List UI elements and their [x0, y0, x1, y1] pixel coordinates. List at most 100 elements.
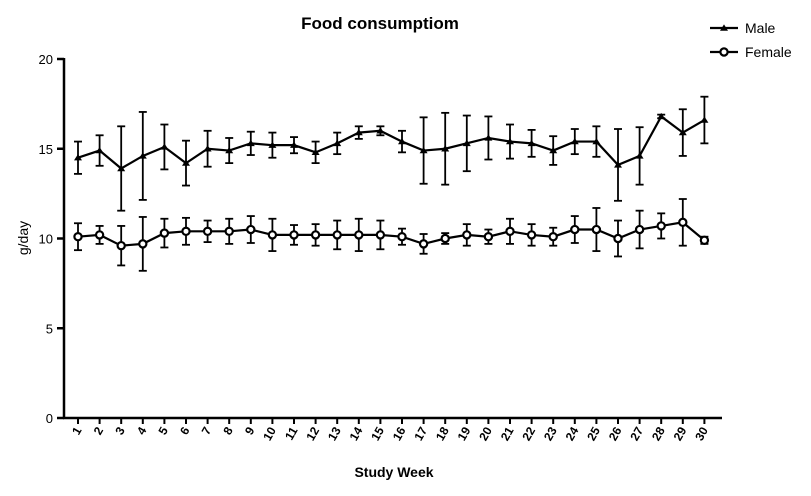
- data-point: [440, 233, 450, 244]
- x-tick-label: 10: [260, 424, 279, 443]
- x-tick-label: 22: [519, 424, 538, 443]
- data-point: [267, 230, 278, 240]
- series-line: [77, 221, 706, 247]
- data-point: [462, 230, 472, 240]
- data-point: [570, 137, 579, 145]
- data-point: [635, 152, 644, 159]
- x-tick-label: 4: [134, 424, 150, 437]
- x-tick-label: 19: [455, 424, 474, 443]
- data-point: [505, 226, 515, 237]
- data-point: [376, 127, 385, 134]
- y-tick-label: 10: [39, 232, 53, 247]
- data-point: [484, 134, 493, 141]
- data-point: [116, 240, 126, 251]
- data-point: [181, 226, 191, 237]
- x-axis-label: Study Week: [354, 464, 433, 480]
- y-tick-label: 0: [46, 411, 53, 426]
- legend-label: Female: [745, 44, 792, 60]
- series-male: [74, 95, 709, 212]
- x-tick-label: 16: [390, 424, 409, 443]
- data-point: [591, 224, 602, 235]
- data-point: [613, 233, 623, 244]
- x-tick-label: 25: [584, 424, 603, 443]
- data-point: [506, 137, 514, 145]
- data-point: [310, 230, 321, 240]
- data-point: [397, 232, 407, 242]
- data-point: [225, 146, 234, 154]
- x-tick-label: 1: [69, 424, 85, 437]
- data-point: [634, 224, 645, 235]
- y-tick-label: 5: [46, 321, 53, 336]
- x-ticks: 1 2 3 4 5 6 7 8 9 10 11 12 13 14 15 16 17 18 19 20 21 22 23 24 2…: [69, 418, 711, 443]
- x-tick-label: 3: [112, 424, 128, 437]
- data-point: [73, 232, 83, 242]
- data-point: [527, 139, 536, 147]
- x-tick-label: 17: [411, 424, 430, 443]
- data-point: [549, 146, 558, 154]
- data-point: [548, 232, 558, 242]
- data-point: [159, 228, 170, 238]
- data-point: [441, 145, 450, 152]
- data-point: [419, 146, 428, 154]
- y-tick-label: 20: [39, 52, 53, 67]
- data-point: [117, 164, 126, 172]
- x-tick-label: 24: [563, 424, 582, 443]
- data-point: [138, 239, 148, 249]
- data-point: [614, 161, 622, 168]
- x-tick-label: 15: [368, 424, 387, 443]
- x-tick-label: 18: [433, 424, 452, 443]
- chart-title: Food consumptiom: [301, 14, 459, 33]
- x-tick-label: 30: [692, 424, 711, 443]
- data-point: [699, 235, 710, 245]
- x-tick-label: 29: [671, 424, 690, 443]
- data-point: [700, 116, 709, 123]
- data-point: [592, 137, 601, 145]
- data-point: [202, 226, 213, 237]
- data-point: [398, 137, 406, 145]
- x-tick-label: 9: [242, 424, 258, 437]
- x-tick-label: 5: [156, 424, 172, 437]
- data-point: [74, 154, 82, 161]
- data-point: [483, 232, 494, 242]
- data-point: [354, 128, 363, 136]
- data-point: [657, 112, 666, 120]
- x-tick-label: 6: [177, 424, 193, 437]
- x-tick-label: 20: [476, 424, 495, 443]
- data-point: [289, 230, 299, 240]
- axes: [62, 58, 722, 420]
- data-point: [224, 226, 234, 237]
- data-point: [311, 148, 320, 156]
- y-tick-label: 15: [39, 142, 53, 157]
- data-point: [95, 146, 104, 154]
- legend: Male Female: [710, 20, 792, 60]
- x-tick-label: 23: [541, 424, 560, 443]
- x-tick-label: 21: [498, 424, 517, 443]
- data-point: [678, 217, 688, 228]
- x-tick-label: 28: [649, 424, 668, 443]
- data-point: [246, 139, 255, 147]
- data-point: [246, 224, 256, 235]
- data-point: [656, 221, 666, 231]
- data-point: [354, 230, 364, 240]
- x-tick-label: 11: [282, 424, 301, 442]
- y-axis-label: g/day: [15, 221, 31, 255]
- data-point: [570, 224, 580, 235]
- data-point: [332, 230, 342, 240]
- x-tick-label: 7: [199, 424, 215, 437]
- x-tick-label: 8: [220, 424, 236, 437]
- y-ticks: 0 5 10 15 20: [39, 52, 64, 426]
- data-point: [94, 230, 105, 240]
- series-line: [77, 114, 705, 170]
- series-layer: [73, 95, 710, 272]
- legend-item-male: Male: [710, 20, 776, 36]
- data-point: [526, 230, 537, 240]
- data-point: [182, 159, 190, 166]
- data-point: [138, 152, 147, 159]
- x-tick-label: 2: [91, 424, 107, 437]
- x-tick-label: 12: [303, 424, 322, 443]
- legend-marker: [719, 47, 729, 57]
- data-point: [268, 141, 277, 148]
- legend-item-female: Female: [710, 44, 792, 60]
- data-point: [203, 145, 212, 152]
